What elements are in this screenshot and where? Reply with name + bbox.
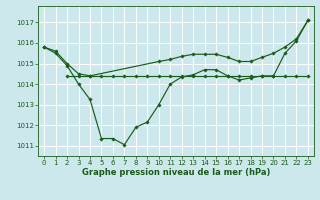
X-axis label: Graphe pression niveau de la mer (hPa): Graphe pression niveau de la mer (hPa) xyxy=(82,168,270,177)
